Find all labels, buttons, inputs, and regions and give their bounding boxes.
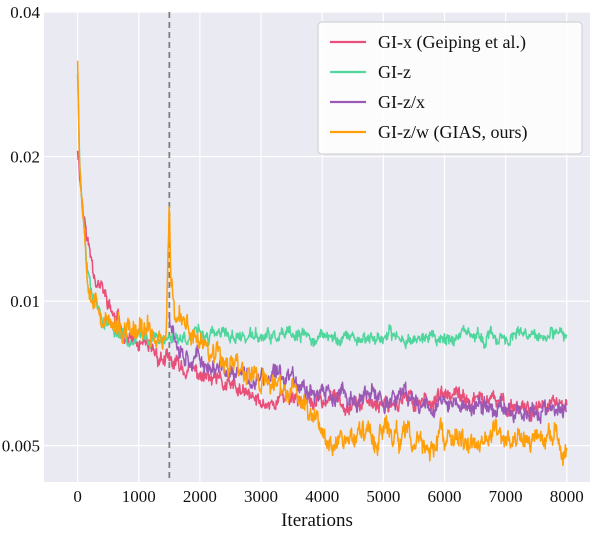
- x-tick-label: 6000: [427, 487, 461, 506]
- x-tick-label: 7000: [489, 487, 523, 506]
- y-tick-label: 0.005: [2, 437, 40, 456]
- series-line-gi-z: [76, 74, 568, 350]
- x-tick-label: 5000: [366, 487, 400, 506]
- x-tick-label: 0: [73, 487, 82, 506]
- series-line-gi-z-x: [168, 312, 568, 424]
- legend-label: GI-z/w (GIAS, ours): [378, 122, 527, 143]
- x-tick-label: 2000: [183, 487, 217, 506]
- y-tick-label: 0.02: [10, 148, 40, 167]
- y-tick-label: 0.01: [10, 292, 40, 311]
- y-tick-label: 0.04: [10, 3, 40, 22]
- legend: GI-x (Geiping et al.) GI-z GI-z/x GI-z/w (G…: [317, 21, 583, 155]
- series-layer: [76, 60, 568, 467]
- x-tick-label: 4000: [305, 487, 339, 506]
- x-axis-label: Iterations: [281, 510, 353, 531]
- tick-labels: 0 1000 2000 3000 4000 5000 6000 7000 8000 0.005 0.…: [2, 3, 584, 506]
- legend-label: GI-z: [378, 62, 411, 82]
- x-tick-label: 3000: [244, 487, 278, 506]
- legend-label: GI-z/x: [378, 92, 425, 112]
- series-line-gi-z-w-gias-ours: [76, 60, 568, 467]
- x-tick-label: 8000: [550, 487, 584, 506]
- legend-label: GI-x (Geiping et al.): [378, 32, 526, 53]
- x-tick-label: 1000: [122, 487, 156, 506]
- legend-box: [317, 21, 583, 155]
